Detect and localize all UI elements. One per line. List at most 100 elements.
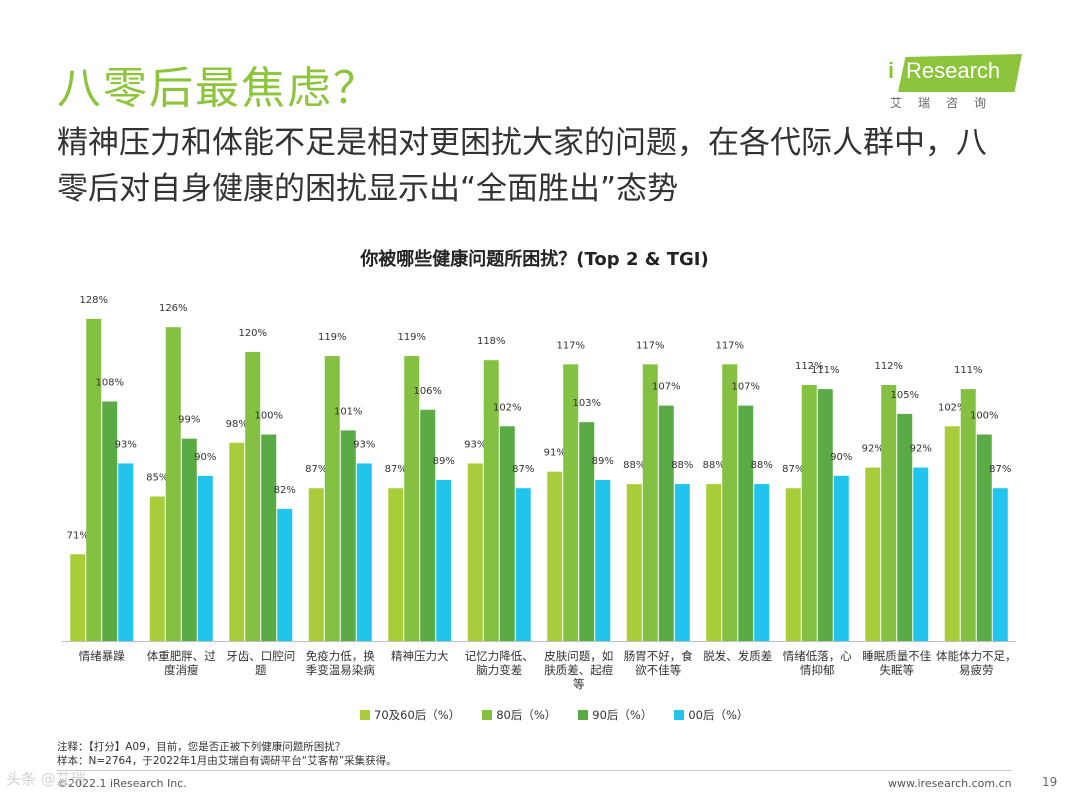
- category-label: 体重肥胖、过: [147, 649, 216, 663]
- legend-label: 70及60后（%）: [374, 708, 461, 722]
- data-label: 89%: [592, 456, 614, 467]
- note-line-2: 样本：N=2764，于2022年1月由艾瑞自有调研平台“艾客帮”采集获得。: [57, 755, 397, 767]
- bar-3-6: [595, 479, 611, 641]
- data-label: 89%: [433, 456, 455, 467]
- category-label: 免疫力低，换: [306, 649, 375, 663]
- legend-swatch: [674, 710, 685, 720]
- bar-chart: 71% 128% 108% 93% 情绪暴躁 85% 126% 99% 90% 体重肥胖、过度消瘦…: [62, 295, 1017, 691]
- category-label: 等: [573, 677, 585, 691]
- bar-1-11: [960, 389, 976, 641]
- legend-item-70-60: 70及60后（%）: [360, 707, 460, 723]
- bar-2-1: [181, 438, 197, 641]
- data-label: 100%: [970, 411, 999, 422]
- bar-0-10: [865, 467, 881, 641]
- bar-3-11: [992, 488, 1008, 641]
- data-label: 88%: [751, 460, 773, 471]
- bar-2-3: [340, 430, 356, 641]
- data-label: 87%: [512, 464, 534, 475]
- legend-item-80: 80后（%）: [482, 707, 556, 723]
- data-label: 128%: [79, 295, 108, 306]
- logo-text: Research: [906, 58, 1001, 83]
- data-label: 92%: [862, 444, 884, 455]
- data-label: 117%: [556, 340, 585, 351]
- bar-3-4: [436, 479, 452, 641]
- data-label: 98%: [226, 419, 248, 430]
- bar-1-1: [165, 327, 181, 641]
- data-label: 112%: [874, 361, 903, 372]
- category-label: 体能体力不足，: [936, 649, 1017, 663]
- category-label: 肠胃不好，食: [624, 649, 693, 663]
- bar-2-10: [897, 413, 913, 641]
- data-label: 91%: [544, 448, 566, 459]
- data-label: 90%: [194, 452, 216, 463]
- bar-0-6: [547, 471, 563, 641]
- watermark: 头条 @艾瑞: [6, 770, 86, 788]
- data-label: 99%: [178, 415, 200, 426]
- bar-3-0: [118, 463, 134, 641]
- category-label: 季变温易染病: [306, 663, 375, 677]
- bar-2-2: [261, 434, 277, 641]
- bar-1-8: [722, 364, 738, 641]
- data-label: 93%: [115, 439, 137, 450]
- data-label: 126%: [159, 303, 188, 314]
- legend-label: 80后（%）: [496, 708, 557, 722]
- data-label: 111%: [811, 365, 840, 376]
- bar-3-7: [674, 484, 690, 641]
- bar-2-11: [976, 434, 992, 641]
- bar-3-2: [277, 508, 293, 641]
- data-label: 117%: [636, 340, 665, 351]
- bar-3-5: [515, 488, 531, 641]
- data-label: 112%: [795, 361, 824, 372]
- category-label: 精神压力大: [391, 649, 449, 663]
- logo-chinese: 艾瑞咨询: [890, 96, 1003, 110]
- bar-2-8: [738, 405, 754, 641]
- note-line-1: 注释：【打分】A09，目前，您是否正被下列健康问题所困扰？: [57, 741, 346, 753]
- bar-3-8: [754, 484, 770, 641]
- data-label: 87%: [782, 464, 804, 475]
- data-label: 111%: [954, 365, 983, 376]
- data-label: 88%: [671, 460, 693, 471]
- data-label: 119%: [318, 332, 347, 343]
- category-label: 情抑郁: [800, 663, 835, 677]
- bar-0-0: [70, 554, 86, 641]
- bar-0-4: [388, 488, 404, 641]
- data-label: 102%: [493, 402, 522, 413]
- page-title: 八零后最焦虑？: [57, 63, 379, 114]
- bar-1-5: [483, 360, 499, 641]
- category-label: 欲不佳等: [635, 663, 681, 677]
- legend-label: 00后（%）: [688, 708, 749, 722]
- category-label: 睡眠质量不佳: [862, 649, 931, 663]
- category-label: 情绪低落，心: [783, 649, 852, 663]
- bar-0-11: [944, 426, 960, 641]
- footer-divider: [57, 770, 1012, 771]
- bar-2-7: [658, 405, 674, 641]
- data-label: 71%: [67, 530, 89, 541]
- data-label: 118%: [477, 336, 506, 347]
- bar-0-1: [149, 496, 165, 641]
- category-label: 情绪暴躁: [79, 649, 125, 663]
- legend-swatch: [482, 710, 493, 720]
- category-label: 皮肤问题，如: [544, 649, 613, 663]
- legend-item-90: 90后（%）: [578, 707, 652, 723]
- bar-1-3: [324, 356, 340, 641]
- data-label: 119%: [397, 332, 426, 343]
- bar-1-6: [563, 364, 579, 641]
- data-label: 88%: [623, 460, 645, 471]
- bar-1-7: [642, 364, 658, 641]
- website-link[interactable]: www.iresearch.com.cn: [888, 777, 1012, 790]
- data-label: 101%: [334, 406, 363, 417]
- bar-2-6: [579, 422, 595, 641]
- category-label: 失眠等: [880, 663, 915, 677]
- category-label: 脱发、发质差: [703, 649, 772, 663]
- data-label: 87%: [305, 464, 327, 475]
- bar-1-9: [801, 384, 817, 641]
- category-label: 记忆力降低、: [465, 649, 534, 663]
- data-label: 106%: [413, 386, 442, 397]
- legend-swatch: [360, 710, 370, 720]
- data-label: 82%: [274, 485, 296, 496]
- legend-item-00: 00后（%）: [674, 707, 748, 723]
- category-label: 题: [255, 663, 267, 677]
- category-label: 肤质差、起痘: [544, 663, 613, 677]
- bar-2-4: [420, 409, 436, 641]
- page-number: 19: [1042, 775, 1058, 789]
